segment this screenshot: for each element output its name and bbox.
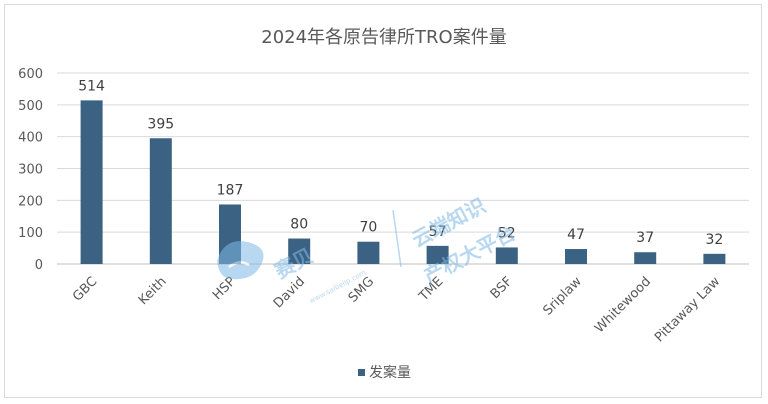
- bar-chart: 2024年各原告律所TRO案件量 0 100 200 300 400 500 600 514…: [18, 27, 749, 381]
- chart-frame: 2024年各原告律所TRO案件量 0 100 200 300 400 500 600 514…: [4, 4, 762, 398]
- bar-david: [288, 238, 311, 264]
- data-label: 80: [290, 217, 308, 233]
- gridlines: [57, 72, 749, 265]
- y-tick-label: 500: [18, 99, 43, 114]
- y-axis-ticks: 0 100 200 300 400 500 600: [18, 67, 43, 273]
- legend: 发案量: [358, 364, 411, 381]
- bar-tme: [426, 245, 449, 264]
- data-label: 57: [429, 224, 447, 240]
- legend-swatch: [358, 369, 365, 376]
- bar-sriplaw: [565, 249, 587, 264]
- chart-title: 2024年各原告律所TRO案件量: [261, 27, 506, 48]
- bar-gbc: [80, 100, 103, 264]
- data-labels: 514 395 187 80 70 57 52 47 37 32: [78, 78, 723, 247]
- category-label: Pittaway Law: [652, 274, 723, 345]
- data-label: 32: [705, 232, 723, 248]
- y-tick-label: 100: [18, 226, 43, 241]
- y-tick-label: 600: [18, 67, 43, 82]
- y-tick-label: 200: [18, 194, 43, 209]
- bar-keith: [149, 138, 172, 264]
- y-tick-label: 400: [18, 131, 43, 146]
- data-label: 187: [217, 182, 244, 198]
- data-label: 52: [498, 225, 516, 241]
- category-label: GBC: [70, 274, 100, 304]
- data-label: 514: [78, 78, 105, 94]
- y-tick-label: 300: [18, 163, 43, 178]
- category-label: Keith: [136, 274, 170, 308]
- y-tick-label: 0: [35, 258, 43, 273]
- bars: [80, 100, 726, 264]
- bar-pittaway-law: [703, 253, 726, 264]
- data-label: 70: [359, 220, 377, 236]
- category-labels: GBC Keith HSP David SMG TME BSF Sriplaw Whitewoo…: [70, 274, 723, 345]
- category-label: BSF: [488, 274, 516, 302]
- bar-smg: [357, 241, 380, 264]
- data-label: 37: [636, 230, 654, 246]
- watermark-logo-icon: [217, 241, 264, 280]
- data-label: 395: [147, 116, 174, 132]
- category-label: Sriplaw: [541, 274, 586, 319]
- data-label: 47: [567, 227, 585, 243]
- bar-bsf: [495, 247, 518, 264]
- category-label: Whitewood: [592, 274, 654, 336]
- bar-whitewood: [634, 252, 657, 264]
- legend-label: 发案量: [369, 364, 411, 381]
- category-label: David: [271, 274, 308, 311]
- watermark-divider: [392, 209, 402, 268]
